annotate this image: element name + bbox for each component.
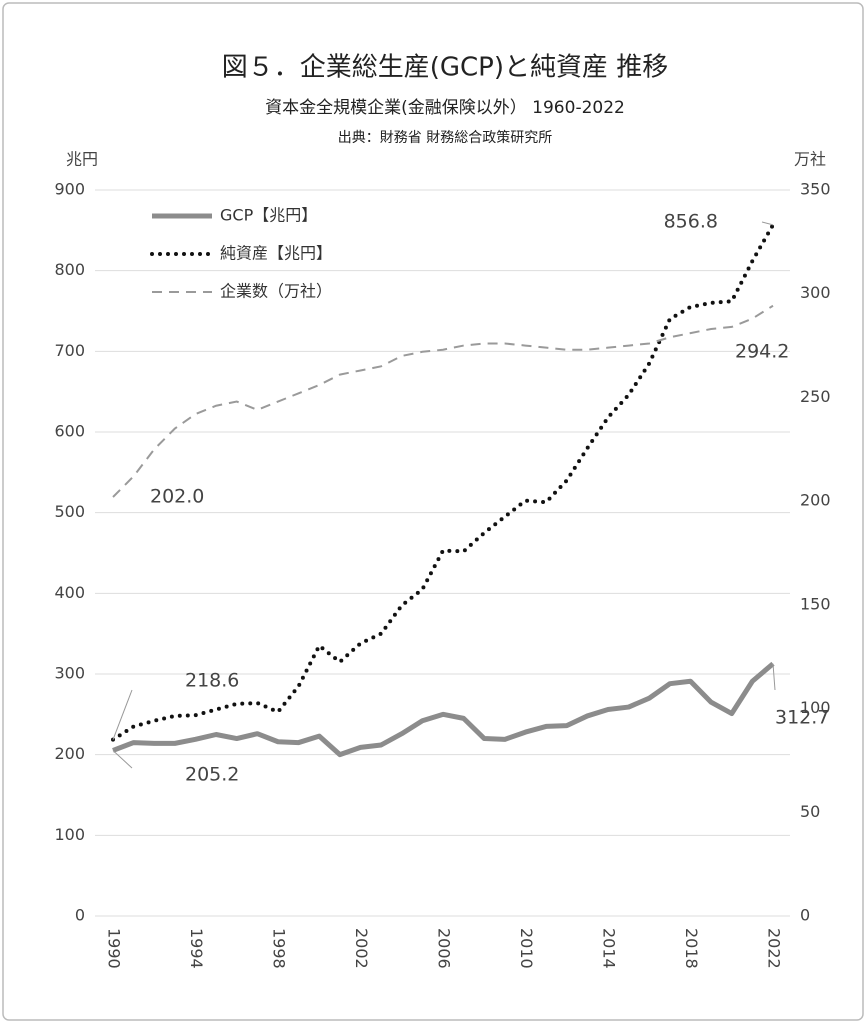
y2-tick-label: 0 [800, 906, 810, 925]
chart-source: 出典：財務省 財務総合政策研究所 [338, 129, 552, 146]
data-label: 294.2 [735, 341, 789, 363]
data-label: 218.6 [185, 670, 239, 692]
x-tick-label: 2018 [682, 928, 701, 969]
legend-label: 純資産【兆円】 [220, 244, 332, 263]
chart-title: 図５．企業総生産(GCP)と純資産 推移 [222, 53, 669, 83]
y2-tick-label: 300 [800, 283, 831, 302]
data-line [112, 304, 774, 498]
y2-tick-label: 50 [800, 802, 820, 821]
x-tick-label: 1998 [270, 928, 289, 969]
data-label: 312.7 [775, 707, 829, 729]
y-tick-label: 500 [54, 502, 85, 521]
data-label: 205.2 [185, 764, 239, 786]
y2-tick-label: 350 [800, 180, 831, 199]
y-tick-label: 800 [54, 260, 85, 279]
legend-label: 企業数（万社） [220, 282, 332, 301]
x-tick-label: 2010 [517, 928, 536, 969]
y-tick-label: 400 [54, 583, 85, 602]
leader-line [112, 750, 133, 769]
x-tick-label: 2006 [435, 928, 454, 969]
x-tick-label: 1994 [187, 928, 206, 969]
leader-line [761, 221, 774, 226]
data-line [112, 661, 775, 758]
y2-tick-label: 150 [800, 594, 831, 613]
y2-tick-label: 250 [800, 387, 831, 406]
data-label: 856.8 [664, 211, 718, 233]
y-tick-label: 300 [54, 664, 85, 683]
y-tick-label: 200 [54, 744, 85, 763]
x-tick-label: 1990 [105, 928, 124, 969]
x-tick-label: 2014 [600, 928, 619, 969]
y-tick-label: 900 [54, 180, 85, 199]
y-tick-label: 100 [54, 825, 85, 844]
y2-axis-label: 万社 [794, 150, 826, 169]
leader-line [112, 689, 133, 740]
data-line [111, 222, 775, 742]
y2-tick-label: 200 [800, 491, 831, 510]
x-tick-label: 2002 [352, 928, 371, 969]
x-tick-label: 2022 [765, 928, 784, 969]
chart-subtitle: 資本金全規模企業(金融保険以外） 1960-2022 [265, 98, 625, 118]
data-label: 202.0 [150, 486, 204, 508]
y-tick-label: 0 [75, 906, 85, 925]
y-tick-label: 600 [54, 422, 85, 441]
leader-line [772, 663, 776, 691]
y2-tick-label: 100 [800, 698, 831, 717]
legend-label: GCP【兆円】 [220, 206, 317, 225]
y-axis-label: 兆円 [66, 150, 98, 169]
y-tick-label: 700 [54, 341, 85, 360]
